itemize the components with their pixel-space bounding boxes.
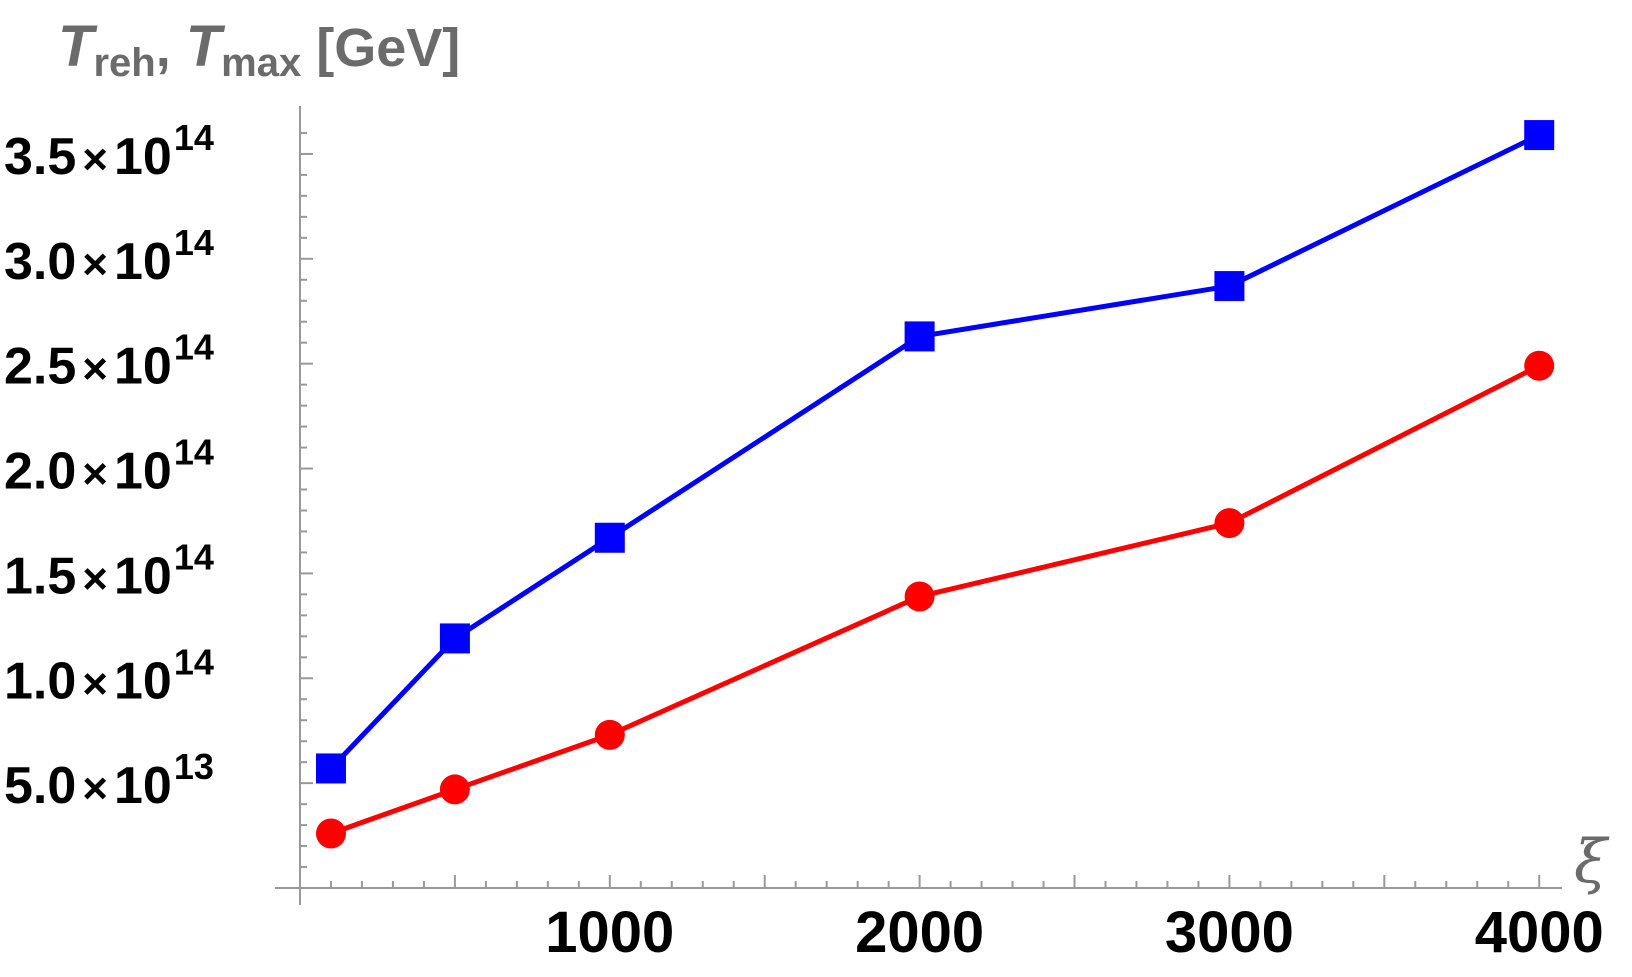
- y-tick-exponent: 14: [174, 327, 214, 368]
- square-marker: [315, 753, 346, 784]
- square-marker: [1524, 120, 1555, 151]
- square-marker: [439, 623, 470, 654]
- y-tick-mantissa: 2.5: [4, 338, 76, 396]
- y-tick-exponent: 14: [174, 432, 214, 473]
- y-tick-mantissa: 2.0: [4, 443, 76, 501]
- y-tick-base: 10: [114, 547, 172, 605]
- circle-marker: [594, 719, 625, 750]
- circle-marker: [1524, 350, 1555, 381]
- y-tick-base: 10: [114, 757, 172, 815]
- y-tick-times: ×: [82, 764, 108, 813]
- x-tick-label: 2000: [855, 900, 984, 965]
- y-tick-mantissa: 5.0: [4, 757, 76, 815]
- x-tick-label: 4000: [1475, 900, 1604, 965]
- y-tick-times: ×: [82, 345, 108, 394]
- y-tick-times: ×: [82, 554, 108, 603]
- y-tick-label: 2.0 × 1014: [4, 432, 214, 501]
- series-line-2: [330, 363, 1541, 836]
- y-axis-title-part: max: [221, 41, 301, 85]
- y-tick-exponent: 14: [174, 641, 214, 682]
- y-tick-label: 3.0 × 1014: [4, 222, 214, 291]
- y-tick-exponent: 14: [174, 117, 214, 158]
- y-tick-base: 10: [114, 652, 172, 710]
- circle-marker: [1214, 508, 1245, 539]
- y-tick-base: 10: [114, 128, 172, 186]
- y-tick-exponent: 14: [174, 222, 214, 263]
- y-tick-mantissa: 1.5: [4, 547, 76, 605]
- square-marker: [904, 321, 935, 352]
- y-tick-label: 2.5 × 1014: [4, 327, 214, 396]
- x-tick-label: 1000: [545, 900, 674, 965]
- y-axis-title-part: T: [186, 14, 226, 79]
- y-tick-exponent: 13: [174, 746, 214, 787]
- series-line-1: [329, 132, 1541, 771]
- y-tick-base: 10: [114, 338, 172, 396]
- y-tick-base: 10: [114, 233, 172, 291]
- y-tick-exponent: 14: [174, 536, 214, 577]
- y-axis-title-part: ,: [156, 18, 186, 78]
- circle-marker: [315, 818, 346, 849]
- y-tick-times: ×: [82, 450, 108, 499]
- x-ticks: 1000 2000 3000 4000: [329, 875, 1604, 965]
- y-tick-times: ×: [82, 135, 108, 184]
- y-axis-title-part: reh: [93, 41, 155, 85]
- y-tick-label: 5.0 × 1013: [4, 746, 214, 815]
- y-tick-label: 3.5 × 1014: [4, 117, 214, 186]
- y-tick-label: 1.0 × 1014: [4, 641, 214, 710]
- y-tick-base: 10: [114, 443, 172, 501]
- y-tick-mantissa: 3.5: [4, 128, 76, 186]
- y-axis-title: Treh, Tmax [GeV]: [58, 14, 460, 85]
- circle-marker: [904, 581, 935, 612]
- y-tick-mantissa: 3.0: [4, 233, 76, 291]
- series-group: [315, 120, 1555, 849]
- y-tick-times: ×: [82, 240, 108, 289]
- x-axis-title: ξ: [1574, 827, 1610, 897]
- y-axis-title-part: [GeV]: [301, 18, 460, 78]
- circle-marker: [439, 774, 470, 805]
- square-marker: [594, 522, 625, 553]
- square-marker: [1214, 271, 1245, 302]
- y-tick-label: 1.5 × 1014: [4, 536, 214, 605]
- y-tick-times: ×: [82, 659, 108, 708]
- y-tick-mantissa: 1.0: [4, 652, 76, 710]
- x-tick-label: 3000: [1165, 900, 1294, 965]
- y-axis-title-part: T: [58, 14, 98, 79]
